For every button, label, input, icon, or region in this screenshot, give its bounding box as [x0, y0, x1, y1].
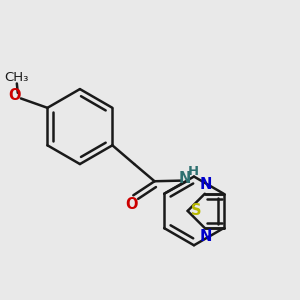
Text: N: N: [199, 230, 212, 244]
Text: O: O: [8, 88, 21, 103]
Text: N: N: [199, 178, 212, 193]
Text: N: N: [179, 171, 191, 186]
Text: O: O: [125, 196, 138, 211]
Text: CH₃: CH₃: [4, 71, 29, 84]
Text: S: S: [191, 203, 202, 218]
Text: H: H: [188, 165, 199, 178]
